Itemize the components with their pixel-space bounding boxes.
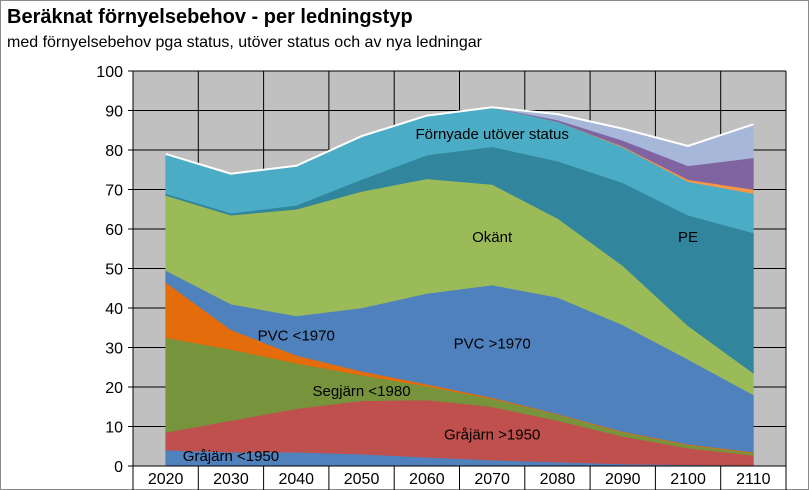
y-tick-label: 80 — [105, 143, 123, 160]
x-tick-label: 2070 — [474, 471, 510, 488]
y-tick-label: 10 — [105, 420, 123, 437]
area-series — [165, 106, 754, 467]
y-tick-label: 50 — [105, 262, 123, 279]
x-tick-label: 2020 — [148, 471, 184, 488]
chart-subtitle: med förnyelsebehov pga status, utöver st… — [7, 34, 482, 51]
annotations: Förnyade utöver status Okänt PE PVC <1970 PV… — [183, 126, 698, 465]
y-tick-label: 40 — [105, 301, 123, 318]
y-tick-label: 70 — [105, 183, 123, 200]
x-tick-label: 2060 — [409, 471, 445, 488]
area-label: PVC <1970 — [258, 328, 335, 345]
x-tick-label: 2100 — [670, 471, 706, 488]
y-tick-label: 60 — [105, 222, 123, 239]
y-tick-label: 0 — [114, 459, 123, 476]
y-tick-label: 100 — [96, 64, 123, 81]
x-tick-label: 2030 — [213, 471, 249, 488]
area-label: PE — [678, 229, 698, 246]
x-tick-label: 2090 — [605, 471, 641, 488]
x-axis: 2020 2030 2040 2050 2060 2070 2080 2090 2100 2110 — [132, 465, 787, 490]
area-label: PVC >1970 — [454, 336, 531, 353]
chart-title: Beräknat förnyelsebehov - per ledningsty… — [7, 6, 413, 28]
area-label: Okänt — [472, 229, 513, 246]
x-tick-label: 2110 — [736, 471, 771, 488]
area-label: Förnyade utöver status — [415, 126, 568, 143]
y-tick-label: 20 — [105, 380, 123, 397]
y-axis: 0 10 20 30 40 50 60 70 80 90 100 — [96, 64, 134, 476]
x-tick-label: 2050 — [344, 471, 380, 488]
total-outline — [165, 106, 754, 175]
x-tick-label: 2040 — [278, 471, 314, 488]
area-label: Segjärn <1980 — [313, 383, 411, 400]
x-tick-label: 2080 — [540, 471, 576, 488]
area-label: Gråjärn >1950 — [444, 426, 540, 443]
y-tick-label: 30 — [105, 341, 123, 358]
y-tick-label: 90 — [105, 104, 123, 121]
area-label: Gråjärn <1950 — [183, 448, 279, 465]
